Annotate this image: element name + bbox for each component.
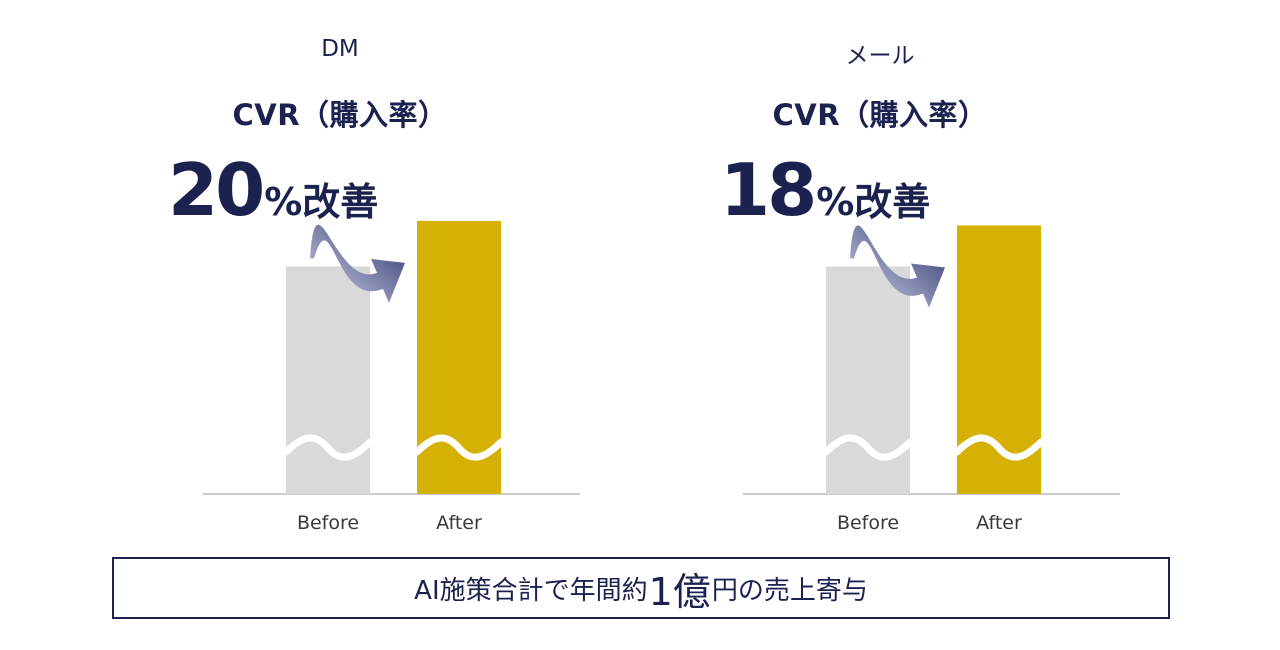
mail-axis-break-after [953, 434, 1045, 461]
mail-improvement-number: 18 [720, 148, 817, 232]
summary-suffix: 円の売上寄与 [711, 575, 868, 606]
dm-chart-title: DM [321, 36, 359, 62]
summary-highlight: 1億 [648, 569, 711, 614]
dm-improvement-number: 20 [168, 148, 265, 232]
mail-axis-break-before [822, 434, 914, 461]
mail-tick-after: After [976, 512, 1022, 534]
dm-axis-break-after [413, 434, 505, 461]
dm-improvement-arrow-icon [310, 224, 405, 303]
summary-prefix: AI施策合計で年間約 [414, 575, 648, 606]
dm-tick-before: Before [296, 512, 360, 534]
dm-improvement-unit: %改善 [264, 180, 379, 224]
mail-chart-title: メール [845, 43, 915, 69]
mail-bar-before [826, 266, 910, 494]
dm-axis-break-before [282, 434, 374, 461]
mail-tick-before: Before [836, 512, 900, 534]
mail-panel: メール CVR（購入率） 18%改善 Before After [640, 0, 1200, 545]
dm-panel: DM CVR（購入率） 20%改善 Before After [100, 0, 660, 545]
summary-banner: AI施策合計で年間約 1億 円の売上寄与 [112, 557, 1170, 619]
dm-bar-before [286, 266, 370, 494]
mail-chart-subtitle: CVR（購入率） [772, 98, 988, 132]
mail-improvement-arrow-icon [850, 225, 945, 308]
mail-chart-svg [743, 225, 1120, 495]
dm-chart-svg [203, 220, 580, 495]
dm-improvement-annotation: 20%改善 [168, 148, 378, 232]
mail-improvement-annotation: 18%改善 [720, 148, 930, 232]
dm-tick-after: After [436, 512, 482, 534]
mail-improvement-unit: %改善 [816, 180, 931, 224]
dm-chart-subtitle: CVR（購入率） [232, 98, 448, 132]
